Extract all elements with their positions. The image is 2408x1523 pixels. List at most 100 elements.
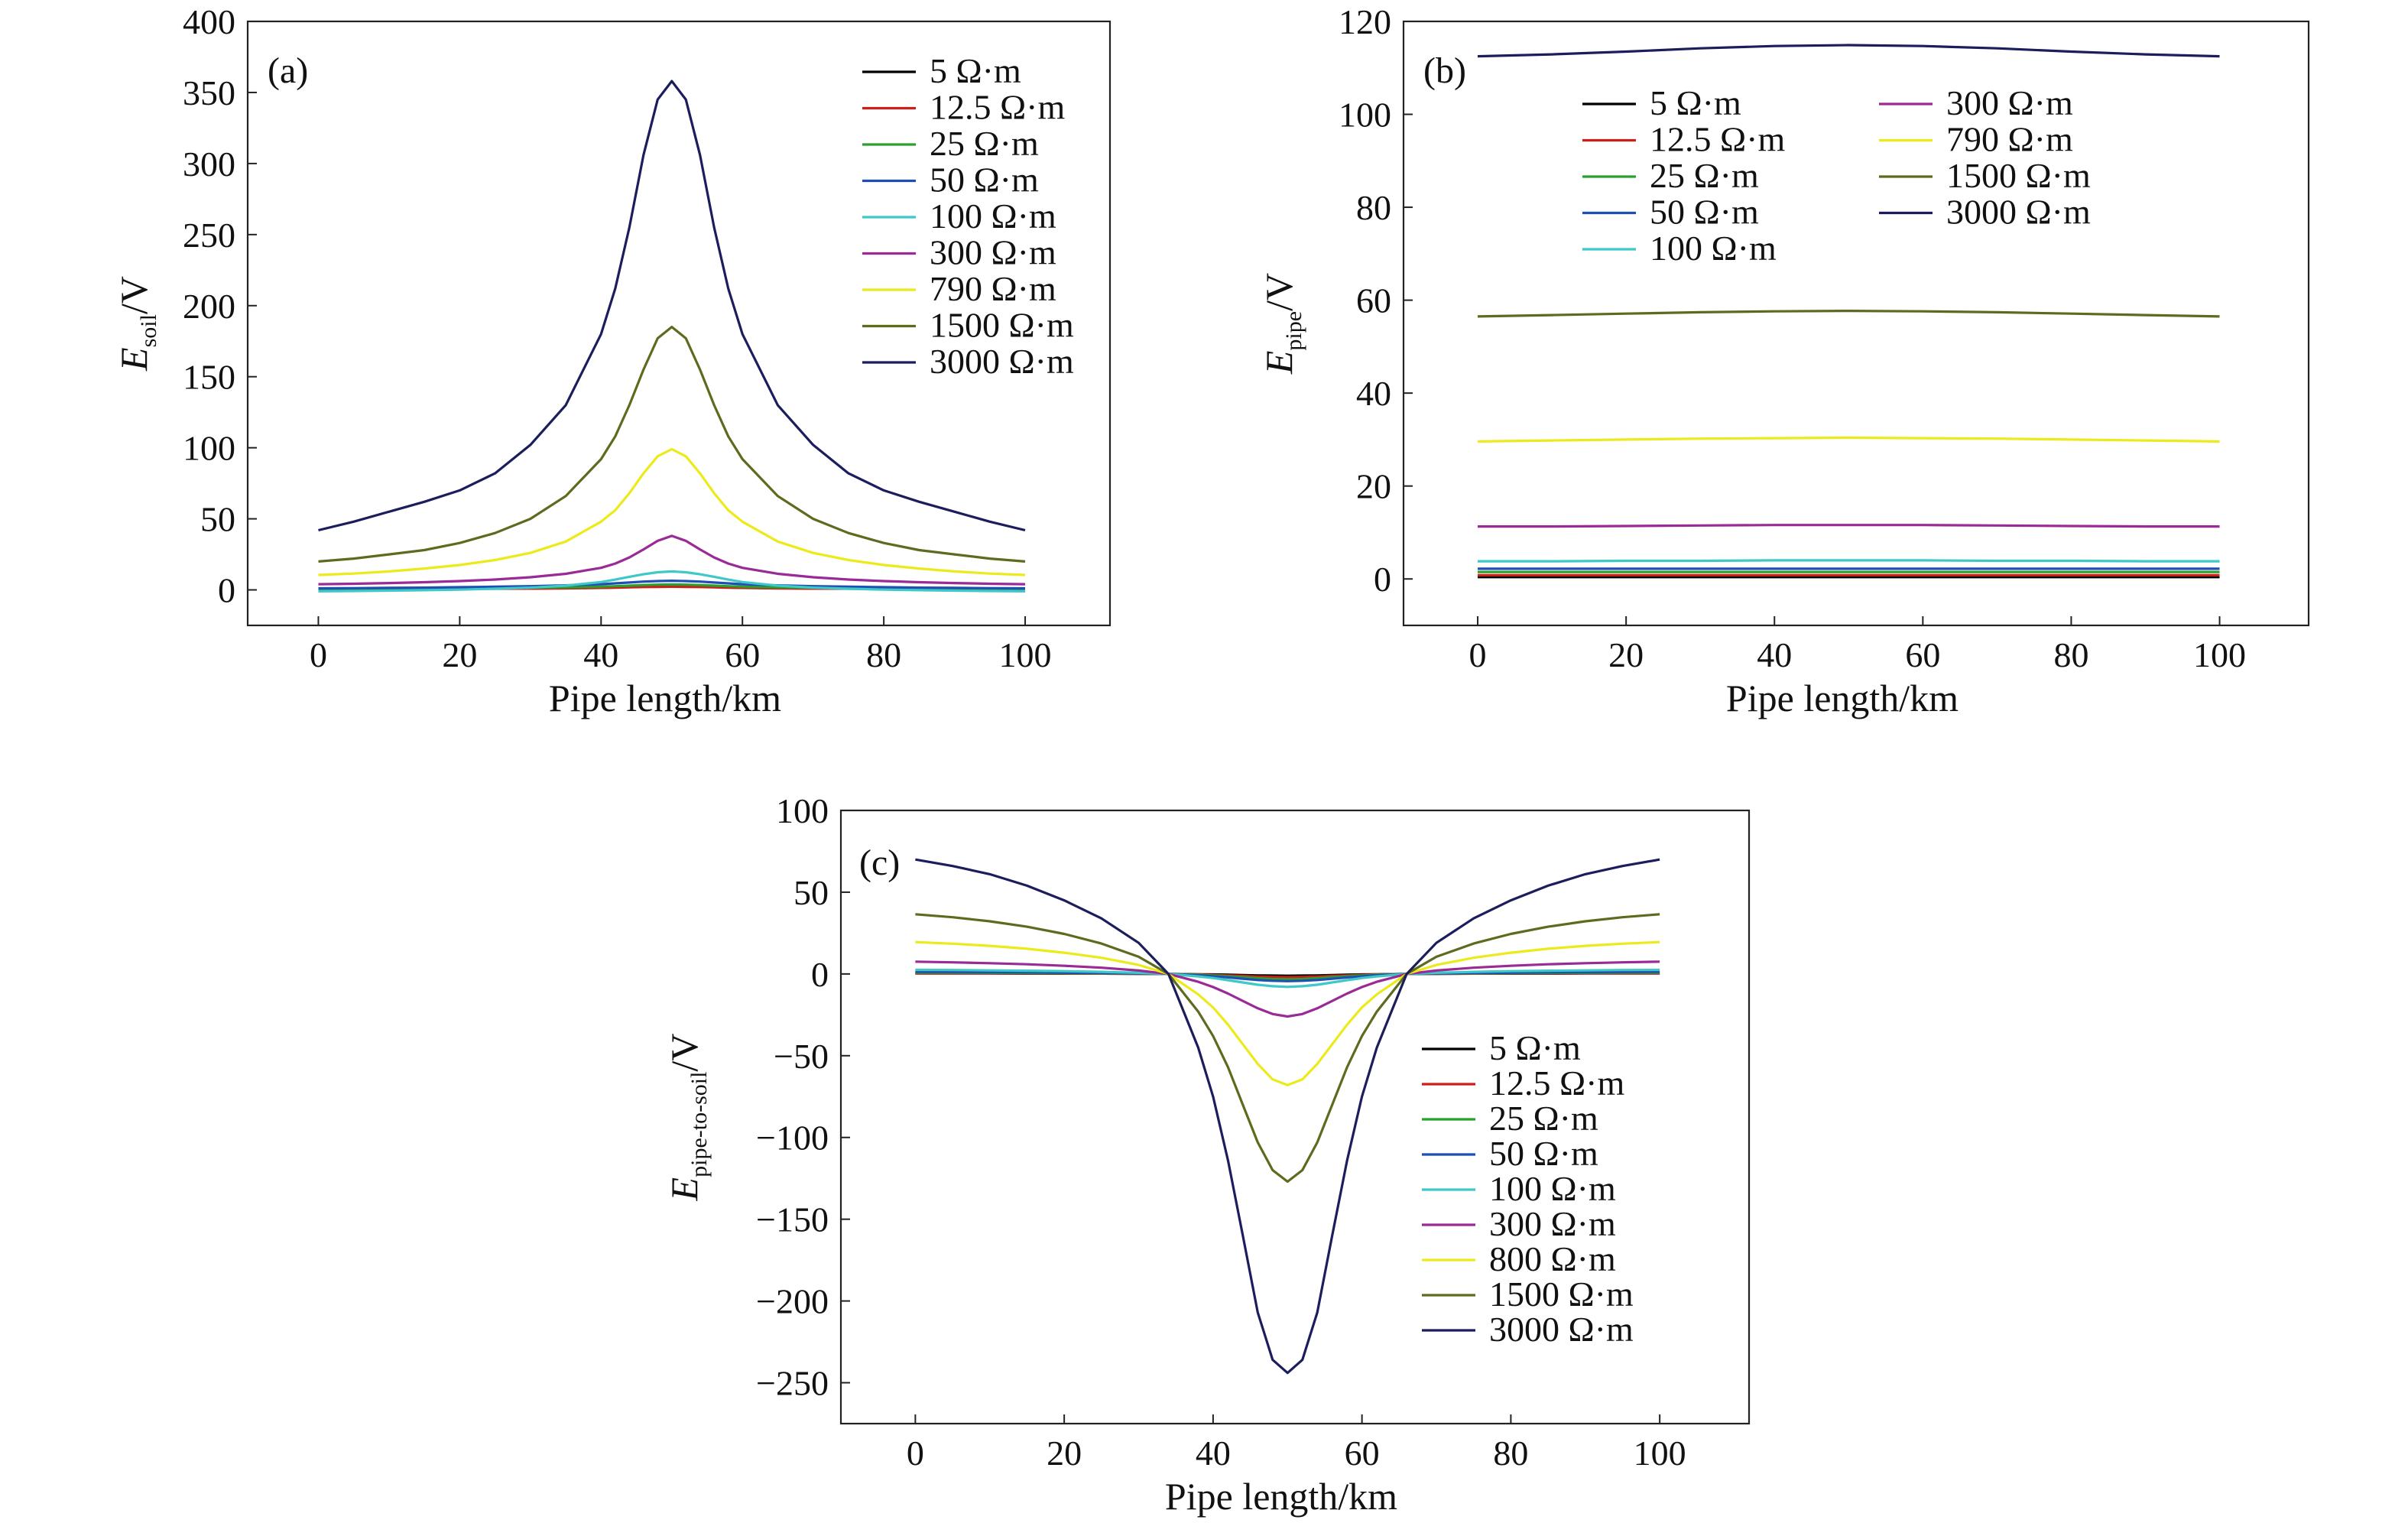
series-line bbox=[915, 858, 1660, 1375]
x-tick-label: 100 bbox=[1634, 1434, 1686, 1473]
plot-frame bbox=[839, 809, 1751, 1425]
panel-label: (b) bbox=[1423, 50, 1466, 91]
legend-entry: 5 Ω·m bbox=[1650, 83, 1741, 122]
y-tick-label: −50 bbox=[774, 1037, 829, 1076]
y-tick-label: 50 bbox=[793, 873, 829, 912]
legend-entry: 790 Ω·m bbox=[1946, 120, 2073, 159]
x-tick-label: 40 bbox=[1757, 635, 1792, 674]
legend-entry: 100 Ω·m bbox=[1650, 229, 1777, 268]
series-line bbox=[1478, 524, 2220, 528]
x-tick-label: 0 bbox=[1469, 635, 1487, 674]
x-tick-label: 80 bbox=[866, 635, 901, 674]
legend-entry: 1500 Ω·m bbox=[1489, 1275, 1634, 1314]
x-tick-label: 40 bbox=[583, 635, 618, 674]
legend-entry: 790 Ω·m bbox=[930, 269, 1056, 308]
legend-entry: 12.5 Ω·m bbox=[1489, 1064, 1625, 1102]
legend-entry: 12.5 Ω·m bbox=[1650, 120, 1786, 159]
y-axis-label: Esoil/V bbox=[112, 276, 161, 372]
legend-entry: 50 Ω·m bbox=[1650, 193, 1759, 232]
series-line bbox=[1477, 310, 2220, 318]
series-line bbox=[1478, 559, 2220, 563]
x-tick-label: 80 bbox=[2053, 635, 2088, 674]
legend-entry: 3000 Ω·m bbox=[1946, 193, 2091, 232]
x-tick-label: 0 bbox=[310, 635, 327, 674]
x-tick-label: 100 bbox=[999, 635, 1052, 674]
x-tick-label: 20 bbox=[1608, 635, 1644, 674]
legend-entry: 800 Ω·m bbox=[1489, 1239, 1616, 1278]
series-line bbox=[318, 326, 1026, 563]
x-axis-label: Pipe length/km bbox=[1165, 1475, 1397, 1518]
legend-entry: 3000 Ω·m bbox=[1489, 1310, 1634, 1349]
series-line bbox=[318, 579, 1026, 590]
y-tick-label: 350 bbox=[183, 73, 235, 112]
series-line bbox=[318, 570, 1026, 593]
legend-entry: 3000 Ω·m bbox=[930, 342, 1074, 381]
y-tick-label: 0 bbox=[1374, 560, 1391, 599]
y-tick-label: 120 bbox=[1339, 2, 1391, 41]
y-tick-label: 100 bbox=[776, 791, 829, 830]
y-tick-label: 60 bbox=[1356, 281, 1391, 320]
y-tick-label: 0 bbox=[811, 955, 829, 994]
legend-entry: 12.5 Ω·m bbox=[930, 88, 1066, 127]
legend-entry: 300 Ω·m bbox=[1946, 83, 2073, 122]
series-line bbox=[915, 913, 1660, 1184]
y-tick-label: −100 bbox=[756, 1119, 829, 1158]
series-line bbox=[1477, 436, 2220, 443]
series-line bbox=[1477, 44, 2220, 58]
y-axis-label: Epipe-to-soil/V bbox=[663, 1034, 712, 1202]
series-line bbox=[318, 447, 1026, 576]
plot-frame bbox=[246, 20, 1112, 627]
legend-entry: 300 Ω·m bbox=[930, 233, 1056, 272]
x-axis-label: Pipe length/km bbox=[1726, 677, 1959, 719]
y-tick-label: 250 bbox=[183, 216, 235, 255]
y-tick-label: 400 bbox=[183, 2, 235, 41]
x-tick-label: 20 bbox=[1047, 1434, 1082, 1473]
legend-entry: 5 Ω·m bbox=[930, 51, 1021, 90]
legend-entry: 1500 Ω·m bbox=[930, 306, 1074, 345]
y-tick-label: 40 bbox=[1356, 374, 1391, 413]
legend-entry: 5 Ω·m bbox=[1489, 1028, 1581, 1067]
x-tick-label: 0 bbox=[907, 1434, 924, 1473]
y-tick-label: 100 bbox=[1339, 96, 1391, 135]
y-tick-label: 300 bbox=[183, 145, 235, 183]
x-tick-label: 20 bbox=[442, 635, 477, 674]
legend-entry: 300 Ω·m bbox=[1489, 1204, 1616, 1243]
x-tick-label: 60 bbox=[1345, 1434, 1380, 1473]
y-tick-label: −200 bbox=[756, 1282, 829, 1321]
y-tick-label: 20 bbox=[1356, 467, 1391, 506]
y-tick-label: −150 bbox=[756, 1200, 829, 1239]
y-tick-label: 200 bbox=[183, 287, 235, 326]
legend-entry: 100 Ω·m bbox=[930, 196, 1056, 235]
panel-a: 0 20 40 60 80 100 0 50 100 150 200 250 300 350 400 Pipe… bbox=[112, 2, 1112, 719]
series-line bbox=[915, 960, 1660, 1018]
x-tick-label: 40 bbox=[1196, 1434, 1231, 1473]
x-axis-label: Pipe length/km bbox=[549, 677, 781, 719]
series-line bbox=[915, 940, 1660, 1086]
plot-frame bbox=[1402, 20, 2310, 627]
x-tick-label: 60 bbox=[725, 635, 760, 674]
panel-label: (c) bbox=[859, 843, 900, 883]
panel-label: (a) bbox=[268, 50, 308, 91]
y-tick-label: 100 bbox=[183, 429, 235, 468]
y-tick-label: −250 bbox=[756, 1364, 829, 1403]
x-tick-label: 60 bbox=[1905, 635, 1940, 674]
legend-entry: 1500 Ω·m bbox=[1946, 156, 2091, 195]
series-line bbox=[318, 534, 1026, 586]
y-tick-label: 0 bbox=[218, 571, 235, 610]
legend-entry: 100 Ω·m bbox=[1489, 1169, 1616, 1208]
y-tick-label: 50 bbox=[200, 500, 235, 539]
legend-entry: 25 Ω·m bbox=[1489, 1099, 1598, 1138]
x-tick-label: 100 bbox=[2193, 635, 2246, 674]
legend-entry: 25 Ω·m bbox=[1650, 156, 1759, 195]
x-tick-label: 80 bbox=[1493, 1434, 1528, 1473]
y-tick-label: 150 bbox=[183, 358, 235, 397]
y-axis-label: Epipe/V bbox=[1258, 273, 1306, 375]
series-line bbox=[915, 970, 1660, 982]
series-line bbox=[318, 80, 1026, 532]
legend-entry: 50 Ω·m bbox=[930, 161, 1039, 200]
y-tick-label: 80 bbox=[1356, 188, 1391, 227]
